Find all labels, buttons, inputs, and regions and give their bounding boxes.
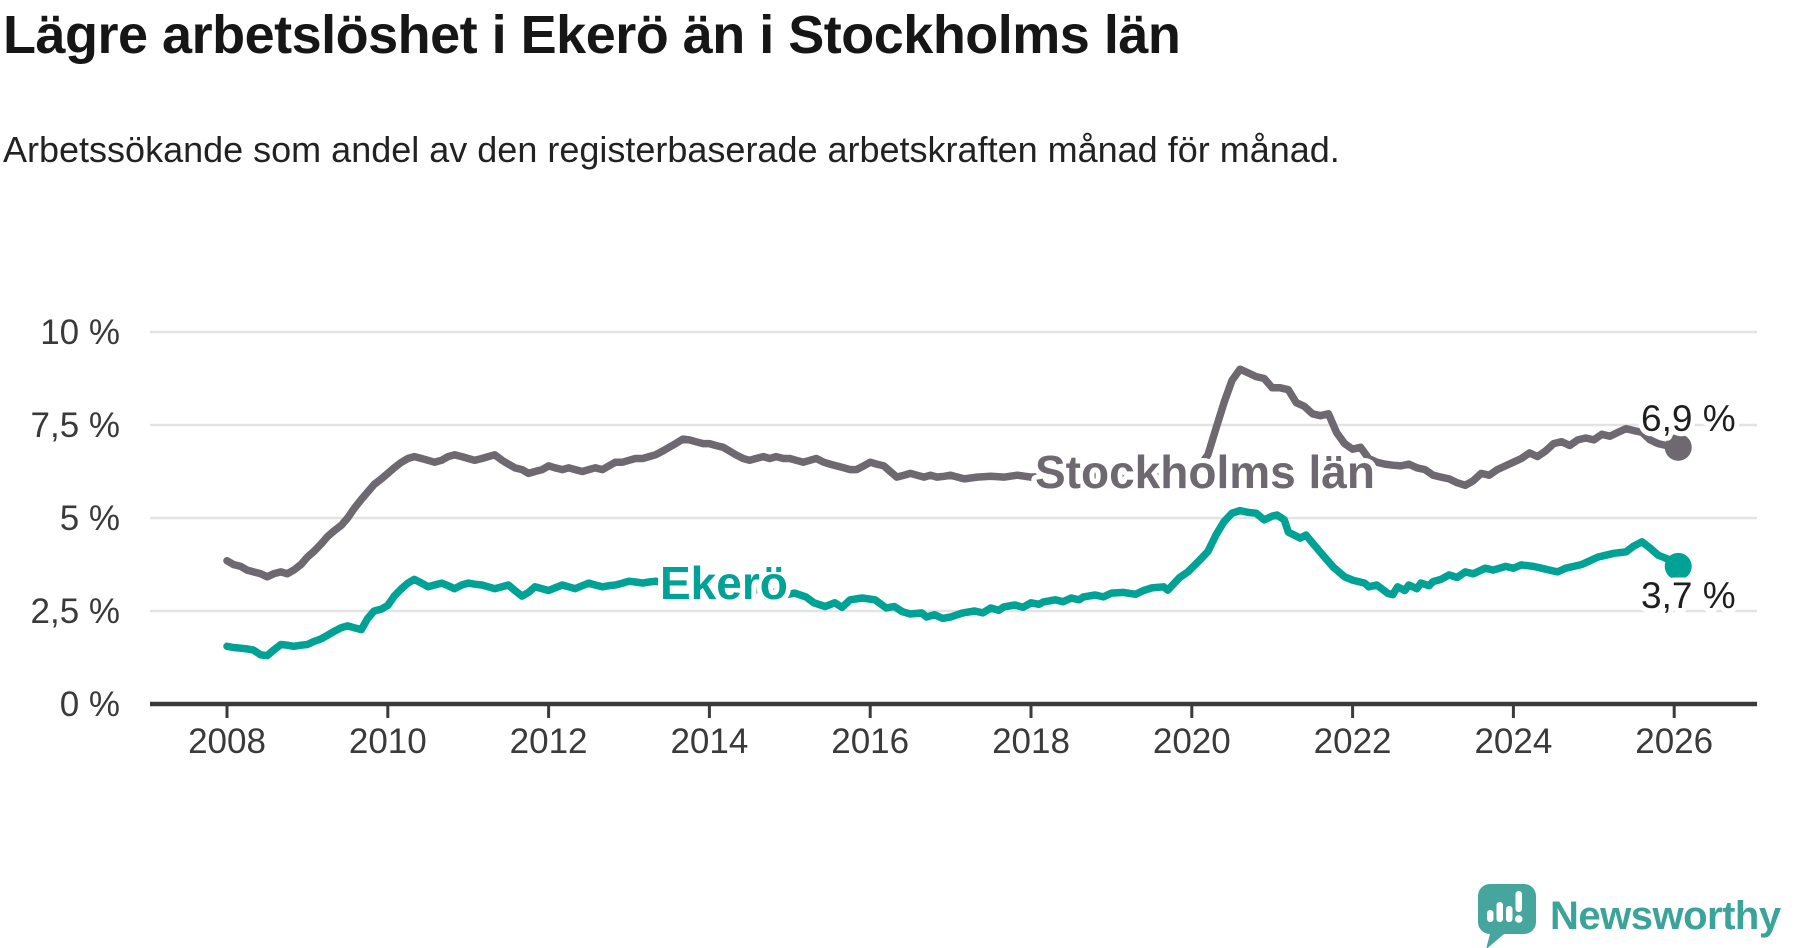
series-line-stockholms-l-n <box>223 365 1682 581</box>
series-line-eker- <box>223 506 1682 660</box>
y-tick-label: 10 % <box>40 313 120 352</box>
series-end-value-label: 3,7 % <box>1641 575 1736 616</box>
x-tick-label: 2014 <box>670 722 748 761</box>
y-tick-label: 5 % <box>60 499 120 538</box>
series-end-value-label: 6,9 % <box>1641 398 1736 439</box>
newsworthy-logo-icon <box>1478 884 1536 948</box>
series-name-label: Ekerö <box>660 557 788 609</box>
series-name-label: Stockholms län <box>1035 446 1375 498</box>
x-tick-label: 2026 <box>1635 722 1713 761</box>
chart-subtitle: Arbetssökande som andel av den registerb… <box>3 129 1340 170</box>
x-tick-label: 2020 <box>1153 722 1231 761</box>
chart-title: Lägre arbetslöshet i Ekerö än i Stockhol… <box>3 5 1181 65</box>
x-tick-label: 2012 <box>510 722 588 761</box>
x-tick-label: 2024 <box>1474 722 1552 761</box>
newsworthy-logo-text: Newsworthy <box>1550 893 1781 938</box>
x-tick-label: 2010 <box>349 722 427 761</box>
x-tick-label: 2018 <box>992 722 1070 761</box>
series-end-dot-eker- <box>1664 552 1692 580</box>
exclamation-bar <box>1515 891 1522 912</box>
x-tick-label: 2016 <box>831 722 909 761</box>
x-tick-label: 2008 <box>188 722 266 761</box>
x-tick-label: 2022 <box>1314 722 1392 761</box>
newsworthy-logo: Newsworthy <box>1478 884 1781 948</box>
series-end-dot-stockholms-l-n <box>1664 433 1692 461</box>
exclamation-dot <box>1514 915 1523 923</box>
y-tick-label: 2,5 % <box>31 592 121 631</box>
y-tick-label: 7,5 % <box>31 406 121 445</box>
y-tick-label: 0 % <box>60 685 120 724</box>
bar-chart-glyph <box>1487 891 1523 923</box>
